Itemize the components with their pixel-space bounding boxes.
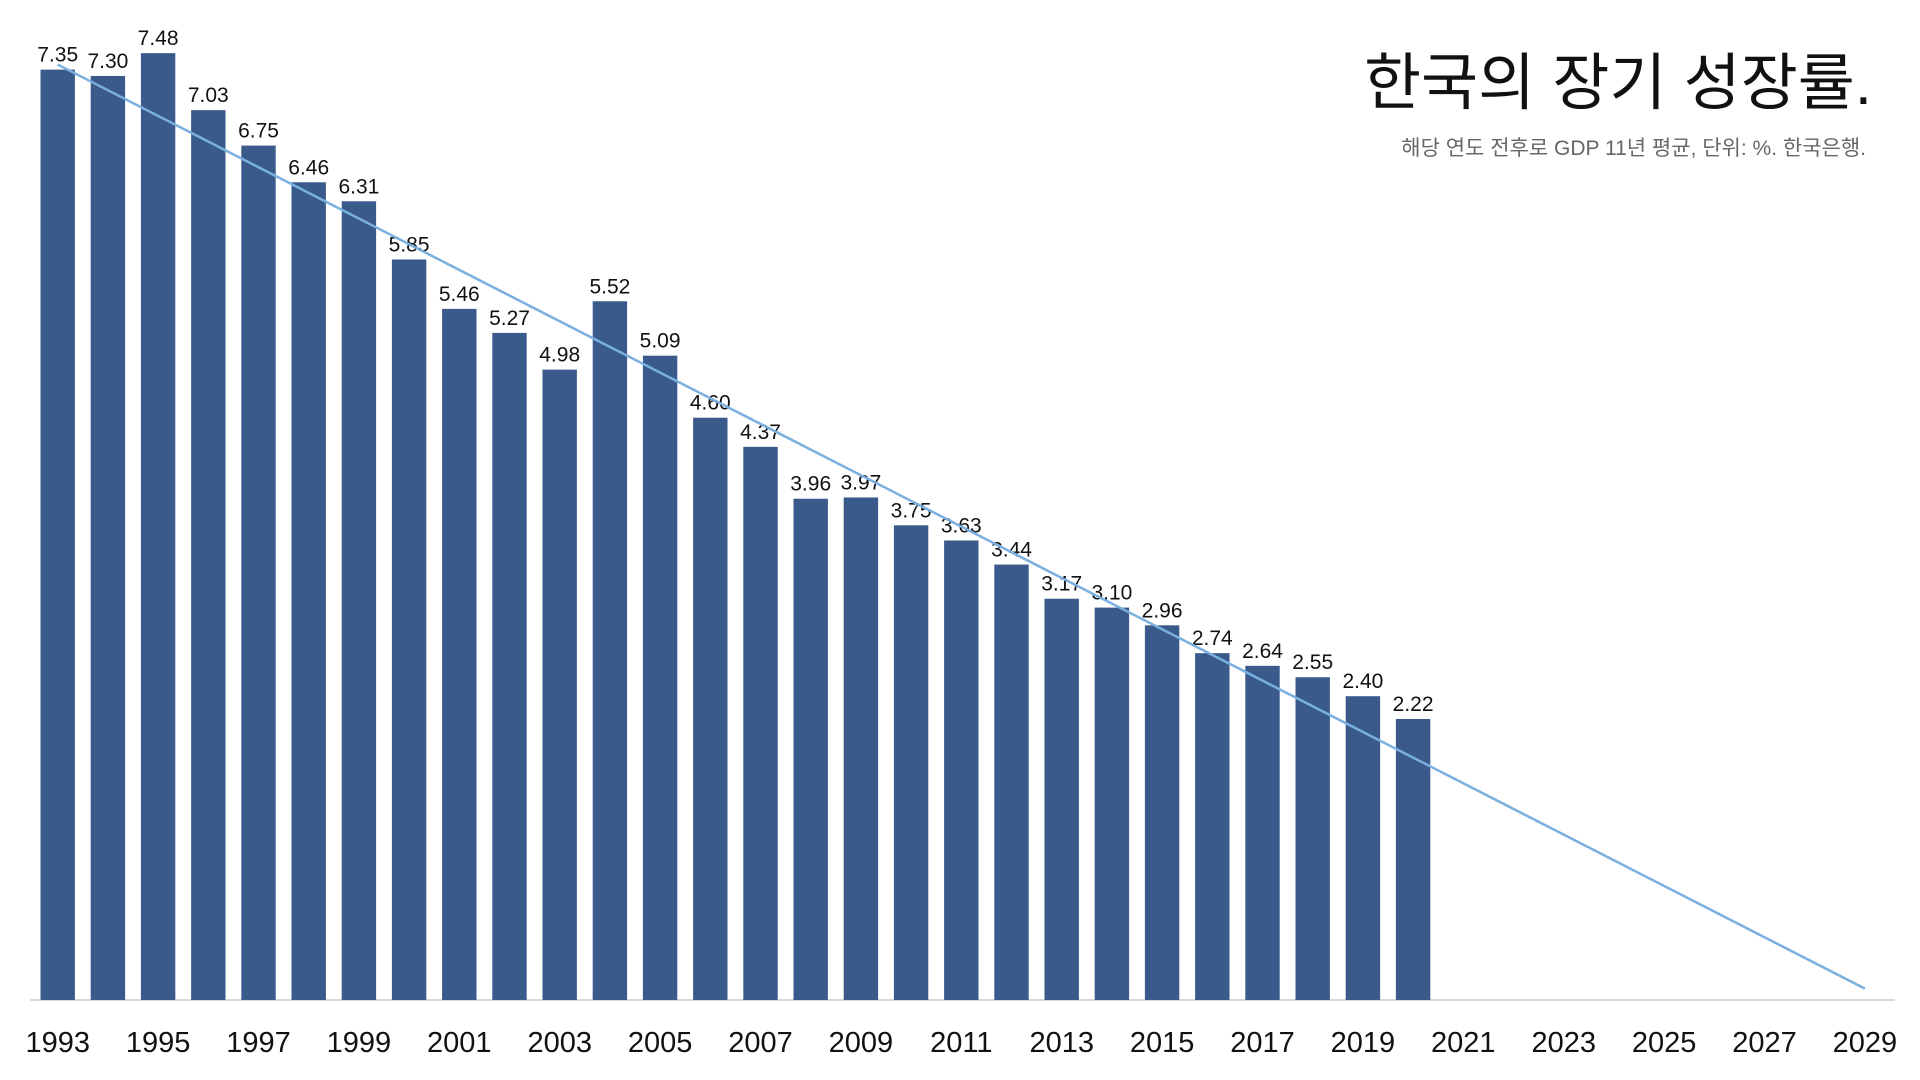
bar [542, 369, 577, 1000]
value-label: 2.22 [1393, 693, 1434, 716]
bar [793, 498, 828, 1000]
x-tick-label: 2009 [829, 1027, 894, 1059]
value-label: 2.40 [1342, 670, 1383, 693]
bar [391, 259, 427, 1001]
value-label: 2.74 [1192, 627, 1233, 650]
bar [1144, 625, 1180, 1000]
value-label: 3.17 [1041, 573, 1082, 596]
bar [1195, 653, 1230, 1000]
bar [140, 53, 176, 1001]
value-label: 4.98 [539, 344, 580, 367]
bar [843, 497, 879, 1000]
bar [40, 69, 75, 1001]
value-label: 7.35 [37, 44, 78, 67]
bar [1094, 607, 1130, 1000]
value-label: 5.09 [640, 330, 681, 353]
value-label: 2.55 [1292, 651, 1333, 674]
value-label: 6.46 [288, 156, 329, 179]
x-tick-label: 2015 [1130, 1027, 1195, 1059]
value-label: 4.37 [740, 421, 781, 444]
bar [642, 355, 678, 1001]
x-tick-label: 2019 [1331, 1027, 1396, 1059]
bar [1345, 696, 1381, 1000]
value-label: 3.96 [790, 473, 831, 496]
value-label: 7.03 [188, 84, 229, 107]
x-tick-label: 2005 [628, 1027, 693, 1059]
value-label: 4.60 [690, 392, 731, 415]
value-label: 3.75 [891, 499, 932, 522]
bar [191, 110, 226, 1000]
chart-subtitle: 해당 연도 전후로 GDP 11년 평균, 단위: %. 한국은행. [1401, 137, 1866, 160]
bar [442, 308, 477, 1001]
bar [1295, 677, 1330, 1000]
bar [341, 201, 377, 1001]
value-label: 5.27 [489, 307, 530, 330]
bar [1044, 598, 1079, 1000]
chart-title: 한국의 장기 성장률. [1364, 49, 1872, 118]
value-label: 7.48 [138, 27, 179, 50]
bar [1245, 665, 1280, 1000]
value-label: 6.31 [338, 175, 379, 198]
x-tick-label: 2023 [1531, 1027, 1596, 1059]
trend-line [57, 63, 1866, 990]
x-tick-label: 1999 [327, 1027, 392, 1059]
value-label: 5.46 [439, 283, 480, 306]
x-tick-label: 2007 [728, 1027, 793, 1059]
value-label: 2.64 [1242, 640, 1283, 663]
bar [592, 301, 628, 1000]
x-tick-label: 2001 [427, 1027, 492, 1059]
x-tick-label: 1993 [25, 1027, 90, 1059]
bar [492, 332, 527, 1001]
x-tick-label: 2017 [1230, 1027, 1295, 1059]
bar [241, 145, 276, 1000]
value-label: 2.96 [1142, 599, 1183, 622]
bar [994, 564, 1029, 1000]
x-tick-label: 2013 [1029, 1027, 1094, 1059]
bar [693, 417, 728, 1000]
x-tick-label: 2021 [1431, 1027, 1496, 1059]
value-label: 5.52 [589, 275, 630, 298]
x-tick-label: 1997 [226, 1027, 291, 1059]
bar [743, 446, 778, 1000]
value-label: 6.75 [238, 120, 279, 143]
x-tick-label: 2003 [527, 1027, 592, 1059]
value-label: 3.97 [840, 471, 881, 494]
bar [1395, 718, 1431, 1000]
bar [893, 525, 929, 1000]
x-tick-label: 2025 [1632, 1027, 1697, 1059]
bar [90, 75, 126, 1001]
value-label: 7.30 [87, 50, 128, 73]
x-tick-label: 2011 [930, 1027, 992, 1059]
value-label: 3.44 [991, 539, 1032, 562]
bar [291, 182, 326, 1000]
value-label: 3.10 [1091, 582, 1132, 605]
x-tick-label: 2029 [1833, 1027, 1898, 1059]
x-tick-label: 1995 [126, 1027, 191, 1059]
bar [944, 540, 979, 1000]
x-tick-label: 2027 [1732, 1027, 1797, 1059]
